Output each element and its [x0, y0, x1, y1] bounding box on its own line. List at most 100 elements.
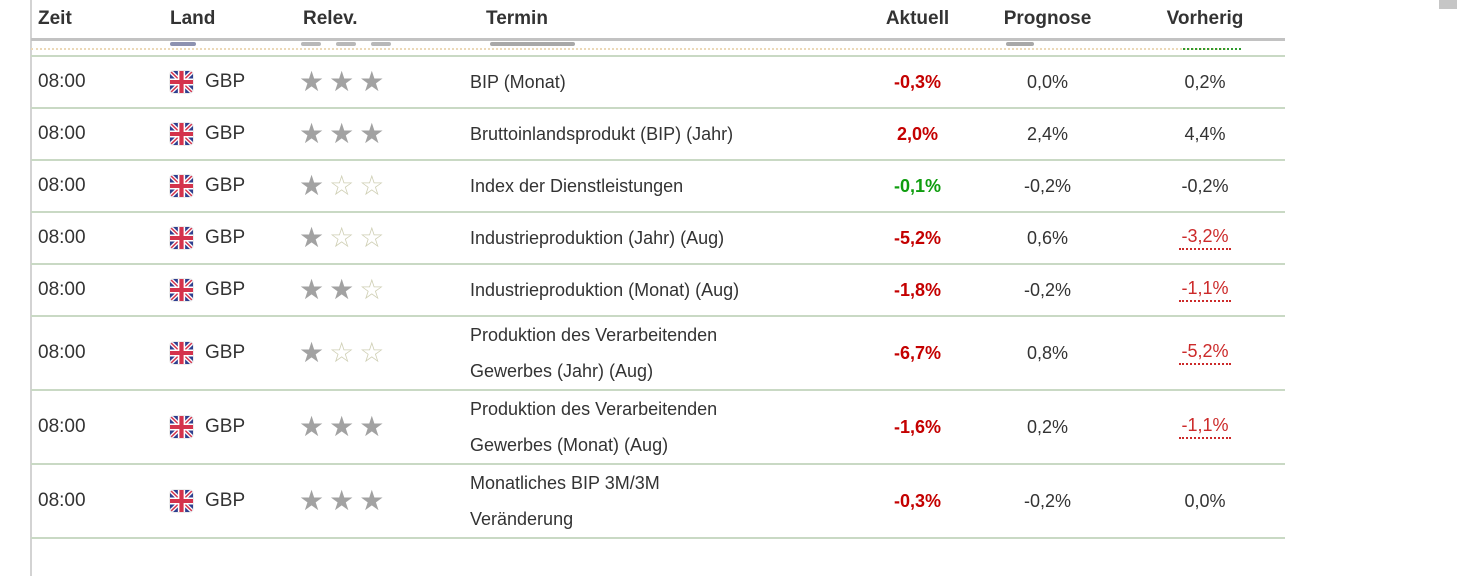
- currency-label: GBP: [205, 342, 246, 363]
- event-link[interactable]: Produktion des Verarbeitenden Gewerbes (…: [470, 325, 718, 381]
- actual-cell: -0,3%: [865, 491, 970, 512]
- uk-flag-icon: [170, 490, 193, 512]
- highlight-dotted-line: [31, 48, 1226, 50]
- event-link[interactable]: Industrieproduktion (Jahr) (Aug): [470, 228, 725, 248]
- forecast-cell: -0,2%: [970, 176, 1125, 197]
- hidden-star-sliver: [336, 42, 356, 46]
- currency-label: GBP: [205, 227, 246, 248]
- scrollbar-thumb[interactable]: [1439, 0, 1457, 9]
- column-header-land: Land: [170, 8, 216, 29]
- forecast-value: 0,8%: [1026, 342, 1069, 363]
- country-cell: GBP: [170, 490, 295, 512]
- forecast-value: -0,2%: [1023, 279, 1072, 300]
- relevance-star-icon: ★: [359, 66, 385, 97]
- actual-value: -6,7%: [893, 342, 942, 363]
- relevance-star-icon: ★: [299, 118, 325, 149]
- forecast-value: -0,2%: [1023, 175, 1072, 196]
- time-cell: 08:00: [38, 71, 86, 92]
- uk-flag-icon: [170, 227, 193, 249]
- forecast-cell: 0,6%: [970, 228, 1125, 249]
- actual-cell: 2,0%: [865, 124, 970, 145]
- relevance-star-icon: ★: [299, 411, 325, 442]
- actual-cell: -6,7%: [865, 343, 970, 364]
- column-header-prognose: Prognose: [1003, 8, 1092, 29]
- event-link[interactable]: Monatliches BIP 3M/3M Veränderung: [470, 473, 660, 529]
- relevance-cell: ★ ★ ★: [295, 413, 470, 441]
- calendar-row[interactable]: 08:00 GBP ★ ★ ★ Produktion des Verarbeiten…: [31, 391, 1285, 465]
- previous-value: 4,4%: [1184, 123, 1226, 144]
- forecast-cell: 0,8%: [970, 343, 1125, 364]
- relevance-star-icon: ★: [329, 66, 355, 97]
- calendar-row[interactable]: 08:00 GBP ★ ★ ☆ Industrieproduktion (Monat…: [31, 265, 1285, 317]
- relevance-star-icon: ★: [299, 170, 325, 201]
- calendar-row[interactable]: 08:00 GBP ★ ★ ★ Bruttoinlandsprodukt (BIP)…: [31, 109, 1285, 161]
- relevance-star-icon: ☆: [329, 170, 355, 201]
- table-body: 08:00 GBP ★ ★ ★ BIP (Monat) -0,3% 0,0%: [31, 57, 1285, 539]
- actual-cell: -0,1%: [865, 176, 970, 197]
- column-header-termin: Termin: [486, 8, 548, 29]
- previous-cell: 0,2%: [1125, 72, 1285, 93]
- country-cell: GBP: [170, 342, 295, 364]
- calendar-row[interactable]: 08:00 GBP ★ ☆ ☆ Produktion des Verarbeiten…: [31, 317, 1285, 391]
- forecast-cell: -0,2%: [970, 491, 1125, 512]
- uk-flag-icon: [170, 279, 193, 301]
- time-cell: 08:00: [38, 175, 86, 196]
- calendar-row[interactable]: 08:00 GBP ★ ★ ★ BIP (Monat) -0,3% 0,0%: [31, 57, 1285, 109]
- partially-hidden-row[interactable]: [31, 41, 1285, 57]
- relevance-cell: ★ ★ ☆: [295, 276, 470, 304]
- event-link[interactable]: BIP (Monat): [470, 72, 566, 92]
- relevance-star-icon: ☆: [329, 222, 355, 253]
- relevance-star-icon: ☆: [359, 337, 385, 368]
- actual-cell: -1,6%: [865, 417, 970, 438]
- actual-value: -1,8%: [893, 279, 942, 300]
- forecast-value: 0,6%: [1026, 227, 1069, 248]
- table-header-row: Zeit Land Relev. Termin Aktuell Prognose…: [31, 0, 1285, 41]
- event-link[interactable]: Index der Dienstleistungen: [470, 176, 684, 196]
- previous-value: -1,1%: [1179, 278, 1231, 302]
- time-cell: 08:00: [38, 342, 86, 363]
- event-link[interactable]: Produktion des Verarbeitenden Gewerbes (…: [470, 399, 718, 455]
- forecast-value: 0,2%: [1026, 416, 1069, 437]
- country-cell: GBP: [170, 123, 295, 145]
- calendar-row[interactable]: 08:00 GBP ★ ★ ★ Monatliches BIP 3M/3M Verä…: [31, 465, 1285, 539]
- actual-value: -5,2%: [893, 227, 942, 248]
- relevance-star-icon: ★: [329, 411, 355, 442]
- previous-value: -3,2%: [1179, 226, 1231, 250]
- relevance-cell: ★ ★ ★: [295, 120, 470, 148]
- actual-value: -0,3%: [893, 71, 942, 92]
- calendar-row[interactable]: 08:00 GBP ★ ☆ ☆ Index der Dienstleistungen…: [31, 161, 1285, 213]
- forecast-cell: -0,2%: [970, 280, 1125, 301]
- event-link[interactable]: Industrieproduktion (Monat) (Aug): [470, 280, 740, 300]
- relevance-star-icon: ☆: [359, 170, 385, 201]
- actual-cell: -5,2%: [865, 228, 970, 249]
- calendar-row[interactable]: 08:00 GBP ★ ☆ ☆ Industrieproduktion (Jahr)…: [31, 213, 1285, 265]
- event-cell: Monatliches BIP 3M/3M Veränderung: [470, 465, 865, 537]
- actual-cell: -1,8%: [865, 280, 970, 301]
- event-cell: Produktion des Verarbeitenden Gewerbes (…: [470, 391, 865, 463]
- relevance-star-icon: ★: [359, 118, 385, 149]
- previous-value: 0,2%: [1184, 71, 1226, 92]
- previous-cell: -0,2%: [1125, 176, 1285, 197]
- hidden-text-sliver: [490, 42, 575, 46]
- country-cell: GBP: [170, 71, 295, 93]
- relevance-star-icon: ★: [359, 485, 385, 516]
- event-cell: Industrieproduktion (Jahr) (Aug): [470, 220, 865, 256]
- event-cell: Bruttoinlandsprodukt (BIP) (Jahr): [470, 116, 865, 152]
- event-link[interactable]: Bruttoinlandsprodukt (BIP) (Jahr): [470, 124, 734, 144]
- forecast-value: -0,2%: [1023, 490, 1072, 511]
- country-cell: GBP: [170, 175, 295, 197]
- time-cell: 08:00: [38, 416, 86, 437]
- relevance-star-icon: ★: [299, 66, 325, 97]
- hidden-value-sliver: [1006, 42, 1034, 46]
- time-cell: 08:00: [38, 490, 86, 511]
- table-left-border: [30, 0, 32, 576]
- previous-cell: 4,4%: [1125, 124, 1285, 145]
- actual-value: -0,3%: [893, 490, 942, 511]
- revised-green-dotted-underline: [1183, 48, 1241, 50]
- event-cell: BIP (Monat): [470, 64, 865, 100]
- relevance-cell: ★ ☆ ☆: [295, 224, 470, 252]
- previous-cell: 0,0%: [1125, 491, 1285, 512]
- relevance-star-icon: ★: [299, 222, 325, 253]
- relevance-star-icon: ★: [299, 274, 325, 305]
- relevance-star-icon: ★: [329, 274, 355, 305]
